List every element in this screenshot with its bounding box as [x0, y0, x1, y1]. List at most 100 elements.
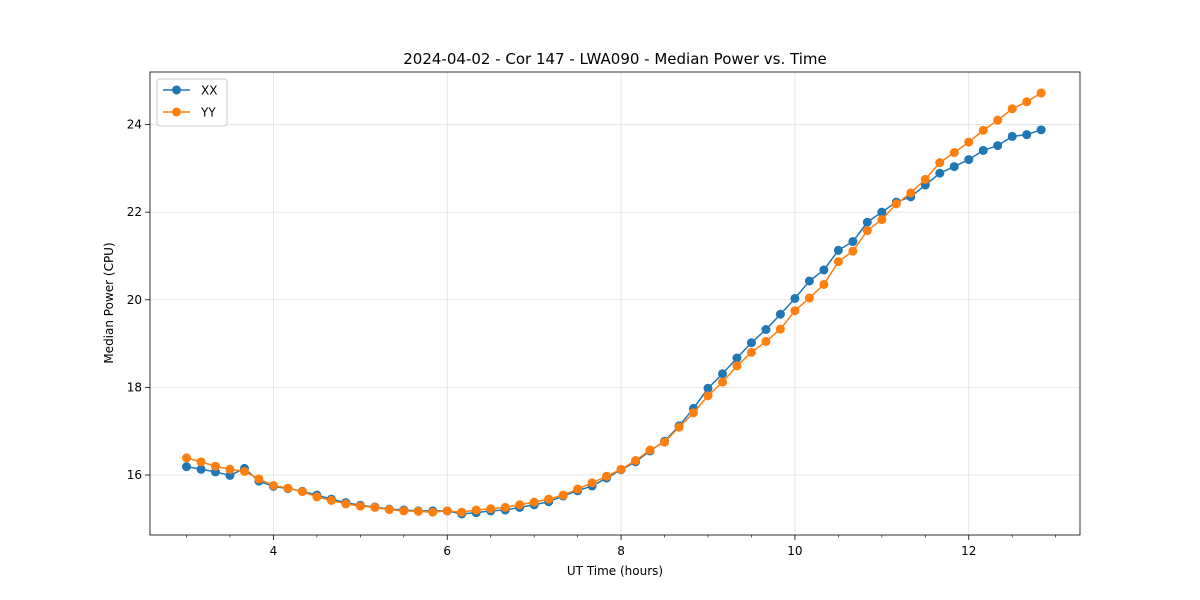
data-point-yy — [906, 188, 916, 198]
data-point-yy — [631, 456, 641, 466]
data-point-yy — [196, 457, 206, 467]
y-tick-label: 24 — [127, 118, 142, 132]
x-tick-label: 12 — [961, 544, 976, 558]
data-point-yy — [428, 507, 438, 517]
x-tick-label: 6 — [443, 544, 451, 558]
data-point-yy — [341, 499, 351, 509]
data-point-yy — [384, 505, 394, 515]
data-point-xx — [978, 145, 988, 155]
data-point-xx — [1022, 130, 1032, 140]
data-point-xx — [877, 207, 887, 217]
series — [182, 88, 1046, 519]
data-point-xx — [804, 276, 814, 286]
data-point-xx — [718, 369, 728, 379]
data-point-xx — [862, 217, 872, 227]
data-point-yy — [891, 199, 901, 209]
data-point-xx — [848, 237, 858, 247]
data-point-xx — [746, 338, 756, 348]
y-axis-label: Median Power (CPU) — [102, 242, 116, 363]
y-tick-label: 16 — [127, 468, 142, 482]
data-point-xx — [949, 162, 959, 172]
data-point-xx — [775, 309, 785, 319]
data-point-yy — [210, 461, 220, 471]
data-point-yy — [399, 506, 409, 516]
y-tick-label: 22 — [127, 205, 142, 219]
legend-marker-xx — [172, 85, 181, 95]
x-tick-label: 4 — [270, 544, 278, 558]
data-point-yy — [877, 215, 887, 225]
data-point-yy — [254, 474, 264, 484]
data-point-yy — [297, 487, 307, 497]
x-tick-label: 10 — [787, 544, 802, 558]
data-point-yy — [573, 484, 583, 494]
data-point-yy — [558, 490, 568, 500]
data-point-yy — [529, 497, 539, 507]
data-point-yy — [718, 377, 728, 387]
axis-ticks: 4 6 8 10 12 16 18 20 22 24 — [127, 118, 1056, 558]
data-point-xx — [761, 325, 771, 335]
x-axis-label: UT Time (hours) — [567, 564, 663, 578]
data-point-yy — [761, 336, 771, 346]
data-point-yy — [544, 494, 554, 504]
data-point-yy — [645, 445, 655, 455]
data-point-xx — [182, 462, 191, 472]
data-point-xx — [1036, 125, 1046, 135]
data-point-yy — [790, 306, 800, 316]
data-point-yy — [732, 361, 742, 371]
data-point-yy — [225, 464, 235, 474]
data-point-yy — [442, 506, 452, 516]
data-point-yy — [993, 115, 1003, 125]
data-point-yy — [486, 504, 496, 514]
data-point-yy — [268, 481, 278, 490]
data-point-xx — [964, 155, 974, 165]
data-point-yy — [500, 502, 510, 512]
data-point-yy — [775, 324, 785, 334]
x-tick-label: 8 — [617, 544, 625, 558]
data-point-xx — [833, 245, 843, 255]
data-point-xx — [819, 265, 829, 275]
data-point-yy — [978, 125, 988, 135]
legend: XX YY — [156, 78, 228, 127]
y-tick-label: 18 — [127, 380, 142, 394]
data-point-yy — [616, 464, 626, 474]
y-tick-label: 20 — [127, 293, 142, 307]
plot-area-frame — [149, 71, 1081, 536]
data-point-yy — [819, 279, 829, 289]
legend-marker-yy — [172, 107, 181, 117]
data-point-xx — [732, 353, 742, 363]
data-point-yy — [660, 437, 670, 447]
data-point-yy — [1022, 97, 1032, 107]
data-point-yy — [471, 505, 481, 515]
data-point-yy — [688, 408, 698, 418]
data-point-yy — [703, 391, 713, 401]
data-point-xx — [196, 464, 206, 474]
data-point-yy — [239, 466, 249, 476]
legend-label-xx: XX — [201, 84, 217, 98]
data-point-xx — [703, 383, 713, 393]
data-point-yy — [746, 347, 756, 357]
data-point-yy — [355, 501, 365, 511]
data-point-yy — [674, 422, 684, 432]
chart-title: 2024-04-02 - Cor 147 - LWA090 - Median P… — [403, 50, 827, 68]
data-point-yy — [935, 158, 945, 168]
data-point-yy — [862, 226, 872, 236]
data-point-yy — [949, 148, 959, 158]
data-point-yy — [804, 293, 814, 303]
data-point-yy — [602, 471, 612, 481]
legend-label-yy: YY — [200, 106, 216, 120]
grid — [150, 72, 1080, 535]
series-yy — [182, 88, 1046, 517]
data-point-yy — [413, 506, 423, 516]
data-point-yy — [326, 495, 336, 505]
data-point-yy — [283, 483, 293, 493]
data-point-yy — [1036, 88, 1046, 98]
data-point-yy — [370, 502, 380, 512]
data-point-yy — [457, 507, 467, 517]
data-point-yy — [182, 453, 191, 463]
data-point-yy — [515, 500, 525, 510]
data-point-yy — [833, 257, 843, 267]
data-point-xx — [1007, 131, 1017, 141]
data-point-yy — [848, 246, 858, 256]
data-point-xx — [790, 293, 800, 303]
